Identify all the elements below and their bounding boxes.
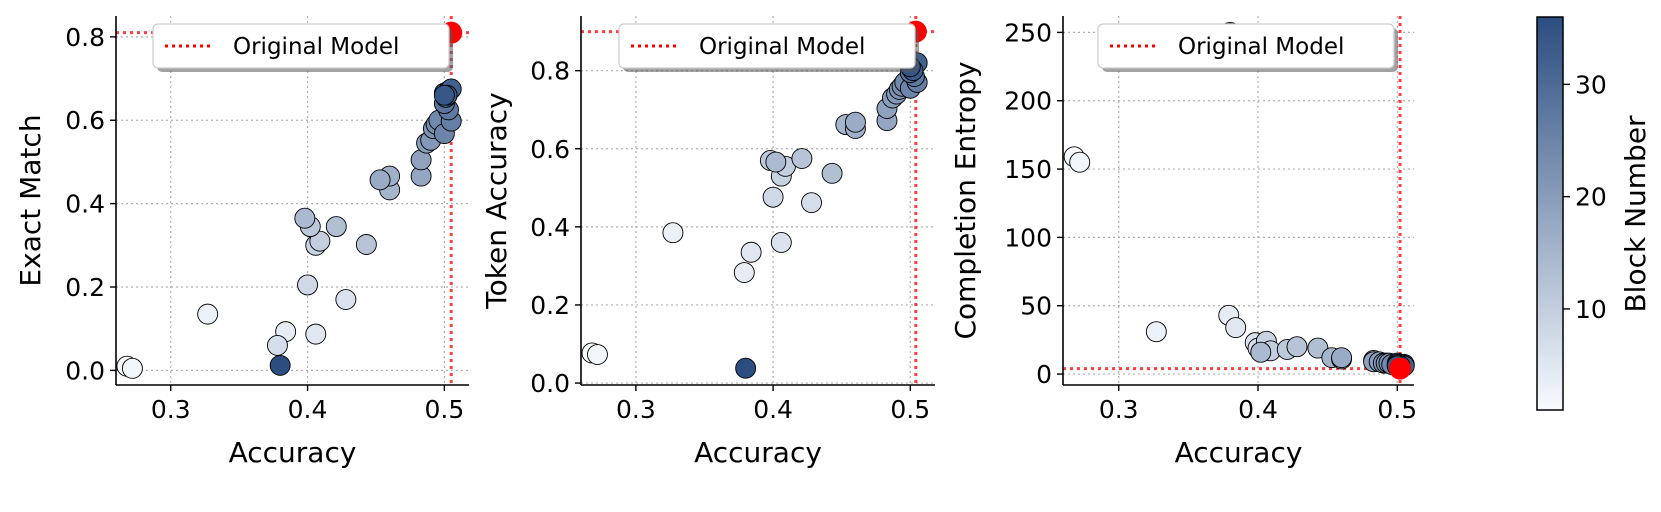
y-tick-label: 0.8 — [65, 23, 105, 52]
data-point — [335, 289, 357, 310]
data-point — [297, 274, 319, 296]
data-point — [735, 357, 757, 379]
x-tick-label: 0.3 — [616, 395, 656, 424]
exact-match-panel: 0.3 0.4 0.5 0.0 0.2 0.4 0.6 0.8 Accuracy Exact Ma… — [14, 16, 469, 469]
data-point — [733, 262, 755, 283]
colorbar-tick-label: 30 — [1575, 70, 1607, 99]
y-axis-label: Exact Match — [14, 114, 47, 286]
data-point — [762, 186, 784, 208]
data-point — [197, 303, 219, 325]
y-axis-label: Token Accuracy — [480, 92, 513, 309]
colorbar-tick-label: 20 — [1575, 183, 1607, 212]
data-point — [770, 232, 792, 253]
y-tick-label: 100 — [1004, 223, 1052, 252]
data-point — [355, 234, 377, 255]
legend: Original Model — [618, 23, 919, 72]
x-tick-label: 0.3 — [151, 395, 191, 424]
x-axis-label: Accuracy — [229, 436, 357, 469]
legend-box — [618, 23, 916, 69]
legend-label: Original Model — [233, 34, 399, 60]
completion-entropy-panel: 0.3 0.4 0.5 0 50 100 150 200 250 Accuracy Completi… — [949, 16, 1417, 469]
data-point — [1069, 151, 1091, 173]
data-point — [662, 222, 684, 244]
colorbar-gradient — [1537, 17, 1563, 410]
data-point — [266, 334, 288, 356]
data-point — [1225, 317, 1247, 339]
y-tick-label: 0.0 — [65, 356, 105, 385]
legend-label: Original Model — [1178, 34, 1344, 60]
x-tick-label: 0.5 — [1377, 395, 1417, 424]
data-point — [121, 357, 143, 379]
data-point — [844, 111, 866, 133]
data-point — [369, 169, 391, 191]
data-point — [821, 162, 843, 184]
x-tick-label: 0.5 — [424, 395, 464, 424]
legend-label: Original Model — [699, 34, 865, 60]
x-tick-label: 0.4 — [1238, 395, 1278, 424]
legend-box — [152, 23, 450, 69]
x-tick-label: 0.5 — [890, 395, 930, 424]
y-tick-label: 0.6 — [65, 106, 105, 135]
x-axis-label: Accuracy — [1175, 436, 1303, 469]
y-tick-label: 200 — [1004, 87, 1052, 116]
legend: Original Model — [1097, 23, 1398, 72]
data-point — [1250, 341, 1272, 363]
y-tick-label: 0.4 — [65, 190, 105, 219]
colorbar-frame — [1536, 16, 1564, 411]
y-tick-label: 0.2 — [530, 291, 570, 320]
y-tick-label: 0.8 — [530, 57, 570, 86]
y-tick-label: 0.2 — [65, 273, 105, 302]
data-point — [791, 148, 813, 169]
data-point — [1286, 336, 1308, 358]
y-tick-label: 0.0 — [530, 369, 570, 398]
x-tick-label: 0.4 — [288, 395, 328, 424]
y-axis-label: Completion Entropy — [949, 61, 982, 339]
data-point — [309, 230, 331, 252]
colorbar: 10 20 30 Block Number — [1536, 16, 1652, 411]
colorbar-label: Block Number — [1619, 115, 1652, 313]
y-tick-label: 0.4 — [530, 213, 570, 242]
data-point — [740, 241, 762, 263]
data-point — [765, 151, 787, 173]
original-model-point — [1389, 357, 1412, 380]
data-point — [433, 84, 455, 106]
x-tick-label: 0.3 — [1099, 395, 1139, 424]
y-tick-label: 250 — [1004, 18, 1052, 47]
data-point — [587, 344, 608, 365]
data-point — [305, 323, 327, 345]
legend-box — [1097, 23, 1395, 69]
data-point — [325, 216, 347, 238]
token-accuracy-panel: 0.3 0.4 0.5 0.0 0.2 0.4 0.6 0.8 Accuracy Token Ac… — [480, 16, 935, 469]
data-point — [294, 207, 316, 229]
y-tick-label: 150 — [1004, 155, 1052, 184]
colorbar-tick-label: 10 — [1575, 295, 1607, 324]
y-tick-label: 0 — [1036, 360, 1052, 389]
x-tick-label: 0.4 — [753, 395, 793, 424]
y-tick-label: 0.6 — [530, 135, 570, 164]
y-tick-label: 50 — [1020, 292, 1052, 321]
data-point — [1331, 347, 1353, 369]
x-axis-label: Accuracy — [694, 436, 822, 469]
data-point — [269, 354, 291, 376]
data-point — [801, 192, 822, 214]
legend: Original Model — [152, 23, 453, 72]
data-point — [1145, 321, 1167, 343]
